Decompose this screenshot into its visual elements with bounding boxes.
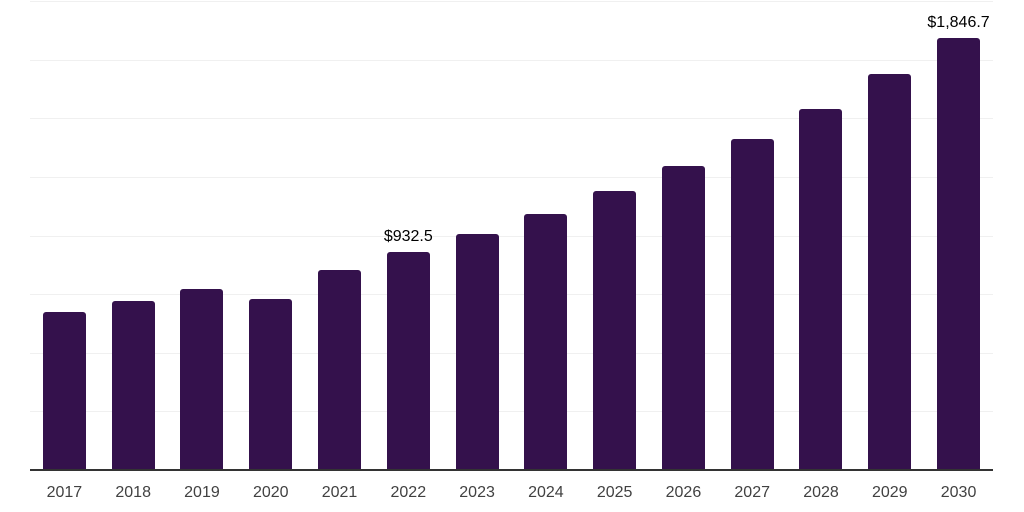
bars-container: $932.5 $1,846.7 [30,2,993,471]
gridline [30,294,993,296]
x-tick-label-2023: 2023 [459,484,495,501]
bar-2026 [661,166,705,471]
x-tick-label-2029: 2029 [871,484,908,501]
x-tick-label-2017: 2017 [46,484,83,501]
bar-2018 [111,300,155,471]
bar-2019 [180,288,224,471]
bar-2027 [730,138,774,471]
bar-2020 [249,298,293,471]
x-tick-label-2030: 2030 [940,484,977,501]
bar-2024 [524,213,568,471]
gridline [30,411,993,413]
x-tick-label-2027: 2027 [734,484,770,501]
bar-2023 [455,233,499,471]
x-tick-label-2019: 2019 [184,484,220,501]
x-axis-line [30,469,993,471]
bar-2028 [799,108,843,471]
x-tick-label-2018: 2018 [115,484,151,501]
plot-area: $932.5 $1,846.7 [30,1,993,471]
x-tick-label-2021: 2021 [321,484,358,501]
bar-2025 [593,191,637,471]
gridline [30,1,993,2]
gridline [30,59,993,61]
gridline [30,176,993,178]
bar-2030: $1,846.7 [927,14,990,471]
bar-slot-2028 [787,2,856,471]
bar-slot-2023 [443,2,512,471]
bar-slot-2021 [305,2,374,471]
x-tick-label-2028: 2028 [803,484,839,501]
bar-value-label-2030: $1,846.7 [927,13,990,31]
bar-slot-2025 [580,2,649,471]
bar-slot-2024 [511,2,580,471]
bar-slot-2017 [30,2,99,471]
bar-slot-2022: $932.5 [374,2,443,471]
bar-2022: $932.5 [384,228,433,471]
bar-2029 [868,73,912,471]
bar-slot-2026 [649,2,718,471]
bar-2021 [318,270,362,471]
bar-slot-2027 [718,2,787,471]
bar-slot-2029 [855,2,924,471]
gridline [30,235,993,237]
gridline [30,352,993,354]
bar-slot-2018 [99,2,168,471]
bar-value-label-2022: $932.5 [383,228,433,246]
x-tick-label-2025: 2025 [596,484,633,501]
bar-slot-2019 [168,2,237,471]
gridline [30,118,993,120]
bar-2017 [42,311,86,471]
x-tick-label-2024: 2024 [528,484,564,501]
x-tick-label-2026: 2026 [665,484,702,501]
x-tick-label-2022: 2022 [390,484,427,501]
x-axis-labels: 2017 2018 2019 2020 2021 2022 2023 2024 2025 2026… [30,484,993,502]
bar-slot-2020 [236,2,305,471]
x-tick-label-2020: 2020 [252,484,289,501]
bar-slot-2030: $1,846.7 [924,2,993,471]
